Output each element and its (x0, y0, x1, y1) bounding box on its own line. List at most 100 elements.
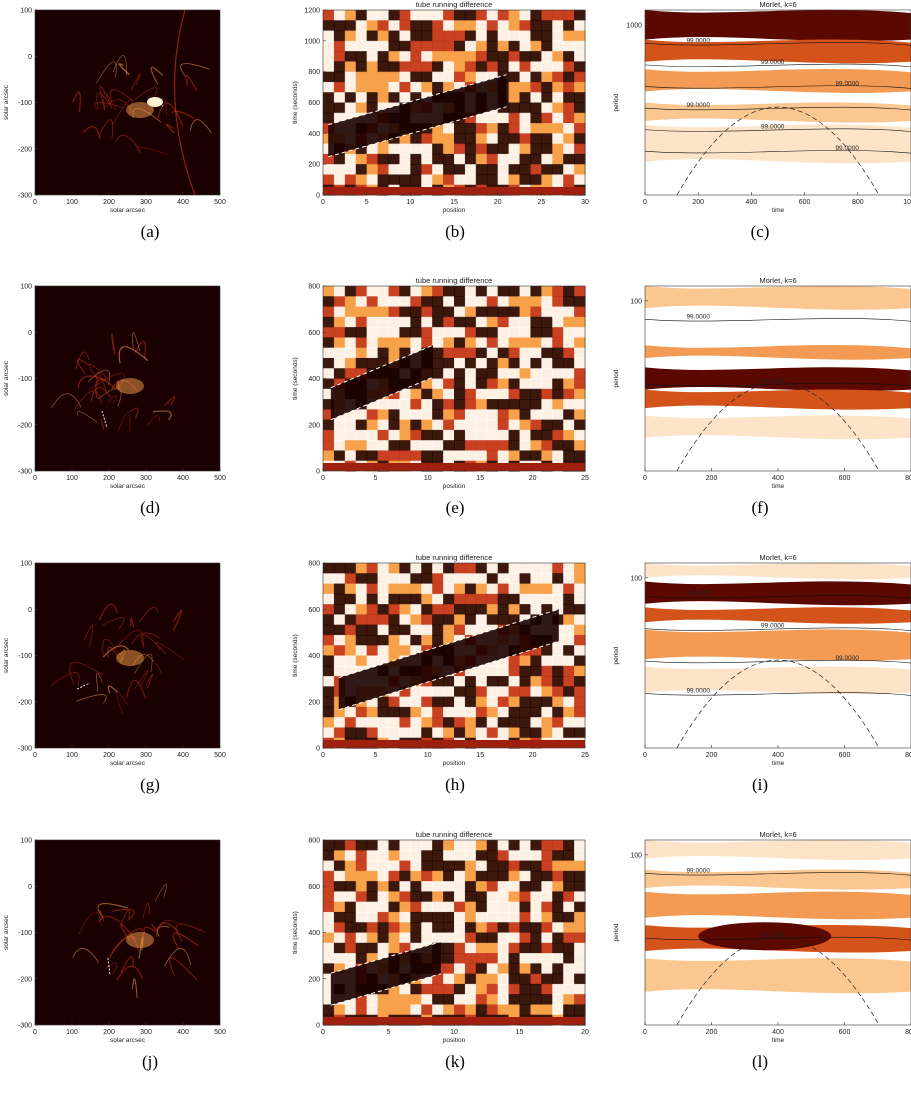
diagram-cell (432, 286, 444, 297)
diagram-cell (530, 655, 542, 667)
diagram-cell (530, 850, 542, 862)
diagram-xtick-label: 15 (516, 1029, 524, 1036)
coronal-loop (151, 923, 158, 932)
diagram-cell (574, 676, 586, 687)
diagram-cell (323, 624, 335, 636)
coronal-loop (89, 363, 109, 380)
diagram-cell (475, 40, 488, 52)
diagram-cell (563, 891, 575, 903)
diagram-cell (421, 327, 433, 338)
diagram-cell (366, 337, 379, 349)
diagram-cell (519, 153, 532, 165)
diagram-base-strip (323, 187, 585, 195)
diagram-cell (454, 850, 466, 862)
diagram-cell (519, 378, 532, 390)
diagram-cell (443, 143, 455, 155)
diagram-cell (574, 973, 586, 985)
diagram-cell (388, 450, 401, 462)
diagram-cell (552, 92, 564, 104)
diagram-cell (344, 840, 357, 851)
diagram-cell (464, 10, 477, 21)
diagram-cell (399, 614, 411, 626)
diagram-cell (333, 655, 346, 667)
diagram-cell (519, 10, 532, 21)
diagram-cell (464, 676, 477, 687)
power-band (645, 891, 911, 920)
diagram-cell (497, 378, 510, 390)
diagram-cell (508, 665, 521, 677)
diagram-cell (421, 153, 433, 165)
diagram-cell (366, 1004, 379, 1016)
diagram-cell (563, 112, 575, 124)
diagram-cell (454, 51, 466, 62)
diagram-cell (519, 399, 532, 410)
diagram-cell (530, 30, 542, 42)
diagram-cell (486, 922, 499, 934)
diagram-cell (399, 593, 411, 605)
panel-caption: (e) (445, 498, 465, 517)
diagram-cell (519, 911, 532, 923)
diagram-cell (421, 30, 433, 42)
diagram-cell (508, 963, 521, 975)
fit-line (330, 344, 434, 389)
diagram-cell (323, 296, 335, 308)
diagram-cell (432, 327, 444, 338)
diagram-cell (508, 686, 521, 698)
diagram-cell (355, 40, 368, 52)
diagram-cell (552, 164, 564, 176)
diagram-cell (377, 347, 390, 359)
diagram-cell (377, 40, 390, 52)
diagram-cell (355, 51, 368, 62)
diagram-cell (323, 963, 335, 975)
diagram-cell (421, 686, 433, 698)
diagram-cell (475, 973, 488, 985)
diagram-cell (541, 983, 553, 995)
diagram-cell (530, 563, 542, 574)
diagram-cell (454, 973, 466, 985)
coronal-loop (82, 126, 101, 140)
diagram-cell (377, 81, 390, 93)
diagram-cell (443, 614, 455, 626)
diagram-cell (519, 891, 532, 903)
diagram-cell (344, 286, 357, 297)
diagram-cell (388, 419, 401, 431)
diagram-cell (486, 676, 499, 687)
diagram-cell (475, 378, 488, 390)
diagram-cell (399, 686, 411, 698)
contour-label: 99.0000 (686, 590, 710, 597)
image-xlabel: solar arcsec (110, 1037, 146, 1044)
diagram-cell (333, 891, 346, 903)
diagram-cell (541, 81, 553, 93)
diagram-cell (508, 850, 521, 862)
diagram-xlabel: position (443, 483, 466, 490)
diagram-ytick-label: 400 (308, 653, 320, 660)
diagram-cell (355, 994, 368, 1006)
diagram-cell (530, 337, 542, 349)
diagram-cell (388, 153, 401, 165)
diagram-cell (464, 30, 477, 42)
diagram-cell (323, 942, 335, 954)
wavelet-xtick-label: 600 (839, 1029, 851, 1036)
diagram-cell (454, 614, 466, 626)
diagram-cell (410, 645, 422, 657)
diagram-cell (323, 953, 335, 964)
diagram-cell (475, 20, 488, 32)
diagram-cell (355, 153, 368, 165)
diagram-cell (574, 563, 586, 574)
diagram-cell (552, 563, 564, 574)
diagram-cell (355, 624, 368, 636)
diagram-cell (475, 911, 488, 923)
diagram-cell (508, 655, 521, 667)
diagram-cell (541, 942, 553, 954)
diagram-cell (497, 717, 510, 729)
diagram-cell (333, 102, 346, 114)
diagram-cell (486, 450, 499, 462)
diagram-cell (323, 327, 335, 338)
diagram-cell (399, 696, 411, 708)
diagram-cell (497, 409, 510, 421)
diagram-cell (399, 440, 411, 452)
diagram-xlabel: position (443, 207, 466, 214)
contour-label: 99.0000 (761, 932, 785, 939)
diagram-cell (344, 870, 357, 882)
